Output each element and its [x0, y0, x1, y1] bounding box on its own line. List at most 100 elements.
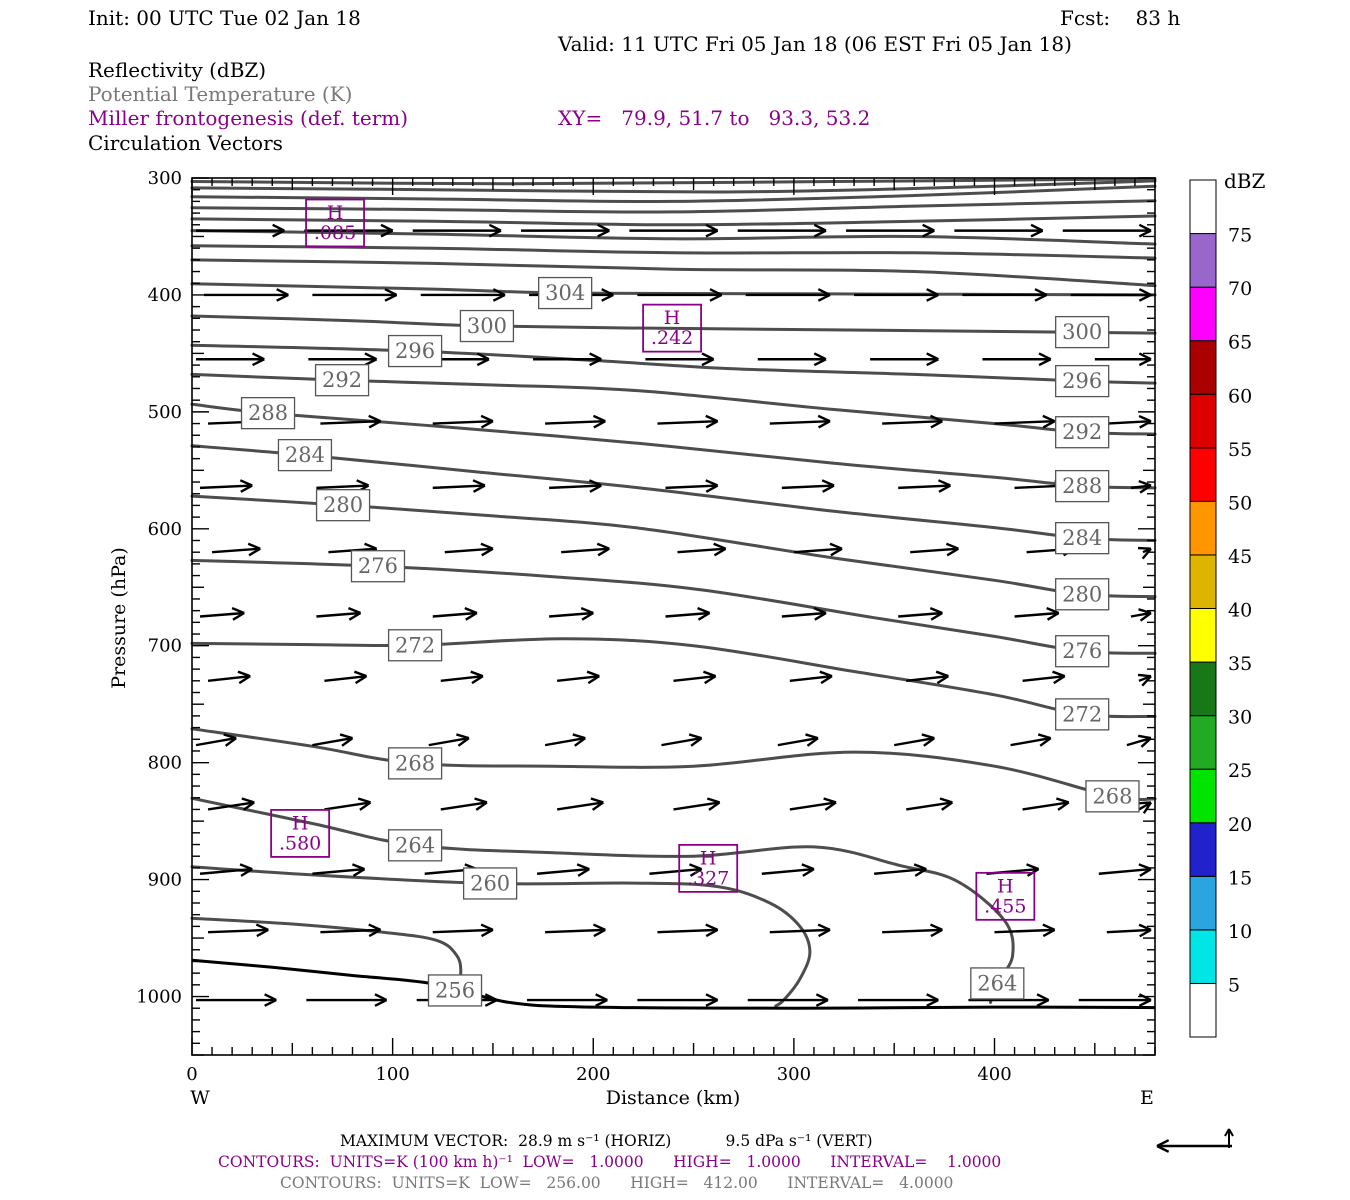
- vector-arrowhead: [1137, 546, 1152, 550]
- vector-arrow: [312, 867, 365, 875]
- vector-arrowhead: [480, 542, 494, 550]
- vector-arrowhead: [946, 547, 959, 557]
- vector-arrowhead: [589, 358, 602, 367]
- vector-arrow: [312, 736, 353, 747]
- vector-arrow: [793, 547, 843, 554]
- vector-arrowhead: [817, 414, 831, 423]
- field-label-circulation-vectors: Circulation Vectors: [88, 131, 283, 155]
- colorbar-title: dBZ: [1224, 169, 1266, 193]
- vector-arrowhead: [480, 928, 494, 938]
- colorbar-tick-label: 70: [1228, 278, 1252, 300]
- frontogenesis-max-letter: H: [997, 875, 1014, 897]
- vector-arrow: [324, 801, 371, 811]
- colorbar-cell: [1189, 875, 1217, 931]
- vector-arrowhead: [1038, 352, 1052, 361]
- vector-arrowhead: [801, 863, 815, 871]
- vector-arrowhead: [352, 868, 366, 877]
- surface-line: [191, 958, 1156, 1010]
- vector-arrow: [893, 736, 935, 747]
- colorbar-cell: [1189, 179, 1217, 235]
- vector-arrow: [199, 484, 253, 490]
- vector-arrowhead: [592, 923, 606, 931]
- contour-label-box: [350, 550, 406, 583]
- contour-label-text: 296: [395, 339, 435, 363]
- contour-label-box: [387, 629, 443, 662]
- vector-arrowhead: [472, 479, 486, 487]
- x-end-label-west: W: [190, 1087, 210, 1109]
- vector-arrow: [906, 801, 953, 811]
- vector-arrowhead: [1046, 611, 1060, 621]
- vector-arrowhead: [705, 414, 719, 423]
- vector-arrowhead: [705, 484, 719, 493]
- vector-arrow: [1022, 801, 1069, 811]
- vector-arrowhead: [697, 607, 711, 615]
- vector-arrowhead: [480, 414, 494, 423]
- contour-label-box: [1055, 698, 1110, 731]
- vector-arrowhead: [231, 607, 245, 615]
- vector-arrowhead: [587, 675, 600, 685]
- theta-contour-labels: 304 300 300 296 296 292 292 288 288 284 284 280 280 2…: [240, 276, 1140, 1007]
- vector-arrowhead: [488, 229, 502, 238]
- contour-label-box: [1055, 469, 1110, 503]
- contour-label-text: 284: [285, 443, 325, 467]
- vector-arrowhead: [817, 923, 831, 931]
- vector-arrowhead: [1042, 923, 1056, 931]
- vector-arrowhead: [945, 542, 959, 550]
- vector-arrowhead: [586, 670, 600, 678]
- contour-label-text: 280: [323, 493, 363, 517]
- vector-arrowhead: [374, 998, 388, 1007]
- vector-arrowhead: [224, 737, 237, 747]
- vector-arrow: [440, 801, 488, 811]
- vector-arrowhead: [705, 993, 719, 1002]
- theta-contour-info-label: CONTOURS: UNITS=K LOW= 256.00 HIGH= 412.…: [280, 1174, 954, 1192]
- vector-arrow: [561, 547, 610, 554]
- vector-arrowhead: [697, 611, 711, 621]
- vector-arrowhead: [1141, 675, 1152, 687]
- vector-arrowhead: [703, 670, 717, 678]
- colorbar-cell: [1189, 982, 1217, 1038]
- vector-arrowhead: [926, 293, 939, 302]
- init-time-label: Init: 00 UTC Tue 02 Jan 18: [88, 6, 361, 30]
- colorbar-tick-label: 25: [1228, 760, 1252, 782]
- colorbar-tick-label: 50: [1228, 492, 1252, 514]
- vector-arrowhead: [237, 670, 251, 678]
- vector-arrowhead: [704, 675, 717, 685]
- vector-arrowhead: [484, 998, 498, 1007]
- vector-arrowhead: [689, 863, 703, 871]
- vector-arrow: [320, 928, 381, 934]
- vector-arrow: [761, 867, 815, 875]
- vector-arrowhead: [472, 484, 486, 493]
- vector-arrowhead: [709, 293, 723, 302]
- vector-arrowhead: [1138, 414, 1152, 423]
- contour-label-box: [459, 309, 515, 343]
- frontogenesis-max-value: .242: [651, 327, 693, 349]
- contour-label-box: [1055, 522, 1110, 555]
- vector-arrowhead: [923, 737, 936, 747]
- vector-arrowhead: [705, 998, 719, 1007]
- vector-arrowhead: [690, 737, 703, 747]
- vector-arrowhead: [815, 993, 829, 1002]
- vector-arrowhead: [706, 797, 721, 804]
- vector-arrowhead: [1137, 801, 1152, 805]
- vector-arrowhead: [935, 670, 949, 678]
- vector-arrowhead: [820, 675, 833, 685]
- vector-arrow: [657, 420, 718, 425]
- vector-arrow: [207, 674, 251, 683]
- colorbar-tick-label: 65: [1228, 332, 1252, 354]
- frontogenesis-max-box: [270, 809, 331, 858]
- vector-arrow: [545, 420, 606, 425]
- vector-arrow: [549, 611, 594, 618]
- vector-arrow: [432, 928, 493, 934]
- vector-arrowhead: [576, 863, 590, 871]
- vector-arrowhead: [471, 675, 484, 685]
- frontogenesis-max-letter: H: [700, 847, 717, 869]
- vector-arrowhead: [1156, 1144, 1170, 1153]
- vector-arrow: [432, 484, 485, 490]
- vector-arrowhead: [591, 801, 604, 811]
- x-end-label-east: E: [1140, 1087, 1154, 1109]
- vector-arrowhead: [1042, 414, 1056, 423]
- vector-arrowhead: [256, 928, 269, 938]
- y-tick-label: 600: [148, 519, 182, 540]
- vector-arrow: [1130, 484, 1152, 490]
